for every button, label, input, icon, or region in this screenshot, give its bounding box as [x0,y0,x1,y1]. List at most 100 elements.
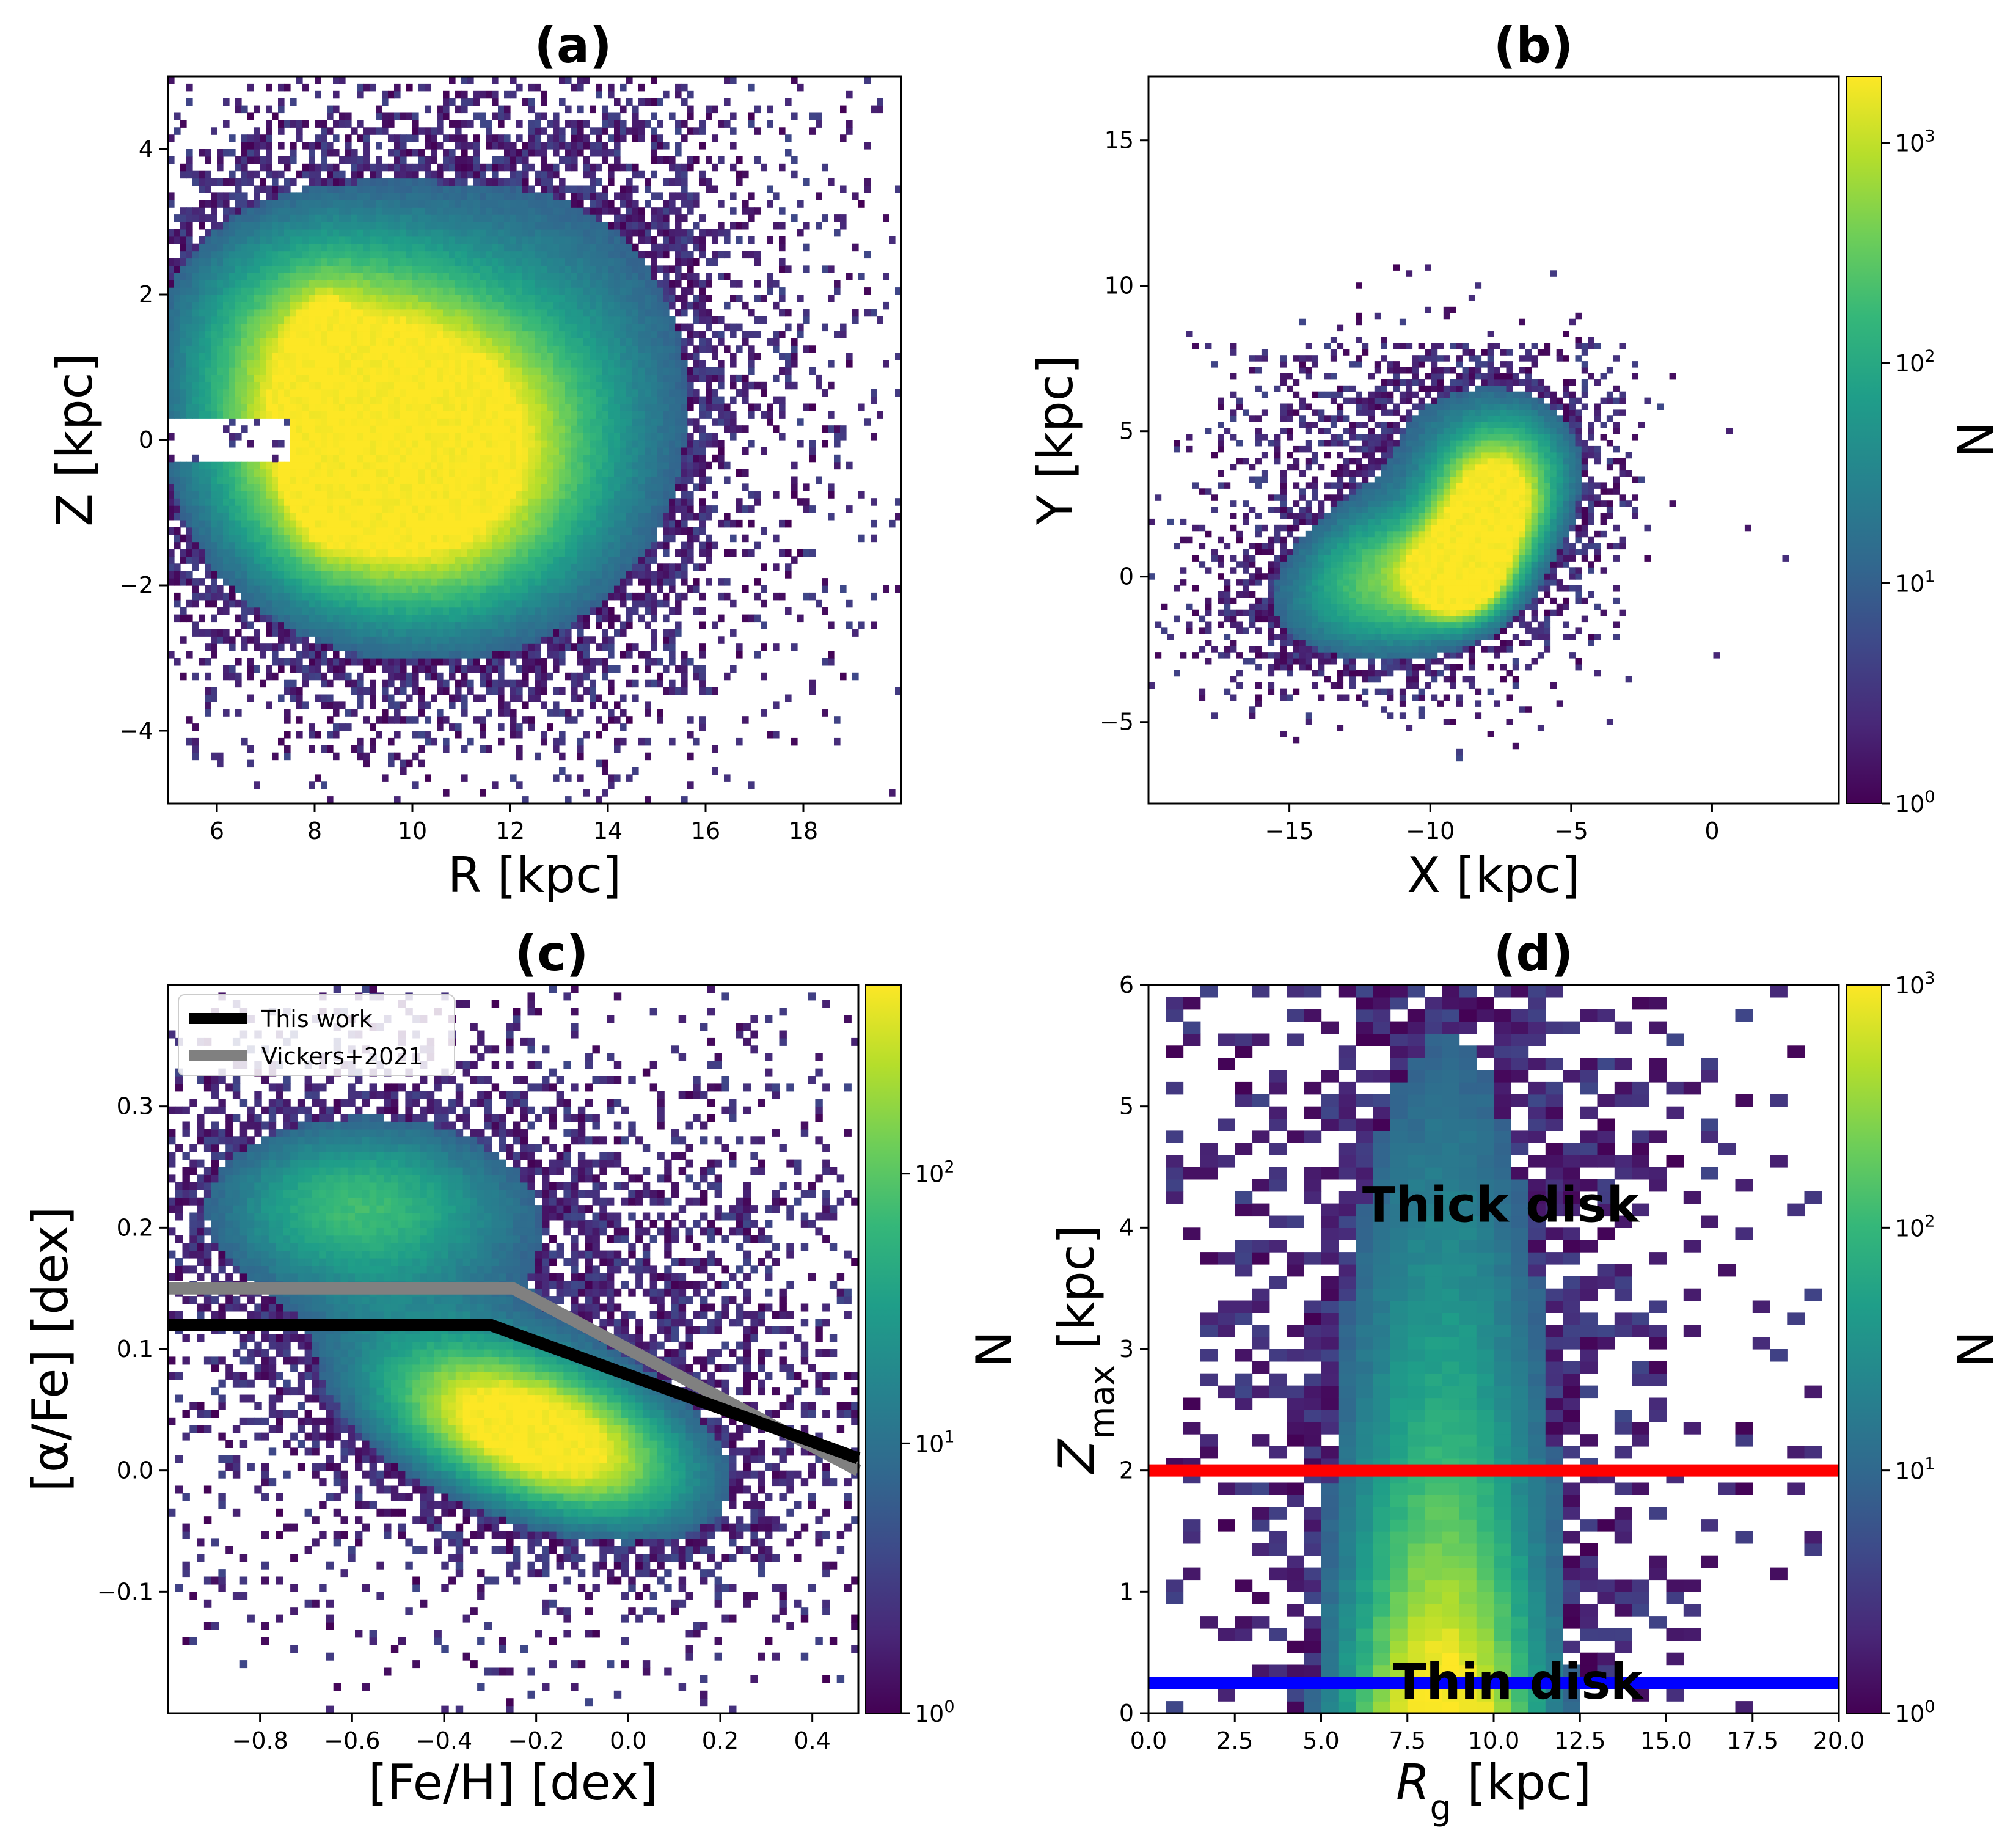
heatmap-cell [577,498,584,506]
heatmap-cell [400,192,407,200]
heatmap-cell [382,207,389,215]
heatmap-cell [388,178,395,186]
heatmap-cell [547,345,553,353]
heatmap-cell [467,287,474,295]
heatmap-cell [382,513,389,521]
heatmap-cell [418,643,425,651]
heatmap-cell [302,622,309,630]
heatmap-cell [486,665,492,673]
heatmap-cell [327,113,334,121]
heatmap-cell [498,622,505,630]
heatmap-cell [278,542,285,550]
heatmap-cell [394,404,401,412]
heatmap-cell [211,753,217,761]
heatmap-cell [394,287,401,295]
heatmap-cell [284,164,291,172]
heatmap-cell [388,200,395,208]
heatmap-cell [492,607,499,615]
heatmap-cell [382,571,389,579]
heatmap-cell [174,375,181,382]
heatmap-cell [241,483,248,491]
heatmap-cell [388,309,395,317]
heatmap-cell [254,542,260,550]
heatmap-cell [449,469,456,477]
heatmap-cell [565,527,572,535]
heatmap-cell [541,665,547,673]
heatmap-cell [217,753,224,761]
heatmap-cell [547,585,553,593]
heatmap-cell [541,331,547,339]
heatmap-cell [516,520,523,528]
heatmap-cell [461,477,468,485]
heatmap-cell [406,345,413,353]
heatmap-cell [486,593,492,601]
heatmap-cell [180,520,187,528]
heatmap-cell [461,222,468,230]
heatmap-cell [473,629,480,637]
heatmap-cell [382,418,389,426]
heatmap-cell [296,622,303,630]
heatmap-cell [376,411,382,419]
heatmap-cell [247,207,254,215]
heatmap-cell [266,411,272,419]
heatmap-cell [309,345,315,353]
heatmap-cell [345,629,352,637]
heatmap-cell [376,207,382,215]
heatmap-cell [192,331,199,339]
heatmap-cell [241,578,248,586]
heatmap-cell [247,673,254,681]
heatmap-cell [480,563,486,571]
heatmap-cell [528,477,535,485]
heatmap-cell [577,447,584,455]
heatmap-cell [315,643,321,651]
heatmap-cell [541,98,547,106]
heatmap-cell [473,542,480,550]
heatmap-cell [467,236,474,244]
heatmap-cell [174,578,181,586]
heatmap-cell [486,455,492,463]
heatmap-cell [235,207,242,215]
heatmap-cell [247,745,254,753]
heatmap-cell [370,462,376,470]
heatmap-cell [431,665,437,673]
heatmap-cell [559,156,566,164]
heatmap-cell [425,542,431,550]
heatmap-cell [455,593,462,601]
heatmap-cell [278,615,285,623]
heatmap-cell [577,774,584,782]
heatmap-cell [241,615,248,623]
heatmap-cell [321,593,327,601]
heatmap-cell [296,280,303,288]
heatmap-cell [174,367,181,375]
heatmap-cell [437,236,444,244]
heatmap-cell [345,389,352,397]
heatmap-cell [394,477,401,485]
heatmap-cell [418,505,425,513]
heatmap-cell [522,629,529,637]
heatmap-cell [449,491,456,499]
heatmap-cell [467,345,474,353]
heatmap-cell [418,265,425,273]
heatmap-cell [498,651,505,659]
heatmap-cell [480,673,486,681]
heatmap-cell [577,593,584,601]
heatmap-cell [425,563,431,571]
heatmap-cell [315,382,321,390]
heatmap-cell [241,622,248,630]
heatmap-cell [480,636,486,644]
heatmap-cell [559,477,566,485]
heatmap-cell [217,222,224,230]
heatmap-cell [553,411,560,419]
heatmap-cell [247,200,254,208]
heatmap-cell [327,171,334,179]
heatmap-cell [357,651,364,659]
heatmap-cell [559,651,566,659]
heatmap-cell [254,222,260,230]
heatmap-cell [260,571,266,579]
heatmap-cell [327,520,334,528]
heatmap-cell [565,513,572,521]
heatmap-cell [168,229,175,237]
heatmap-cell [467,520,474,528]
heatmap-cell [406,287,413,295]
heatmap-cell [357,483,364,491]
